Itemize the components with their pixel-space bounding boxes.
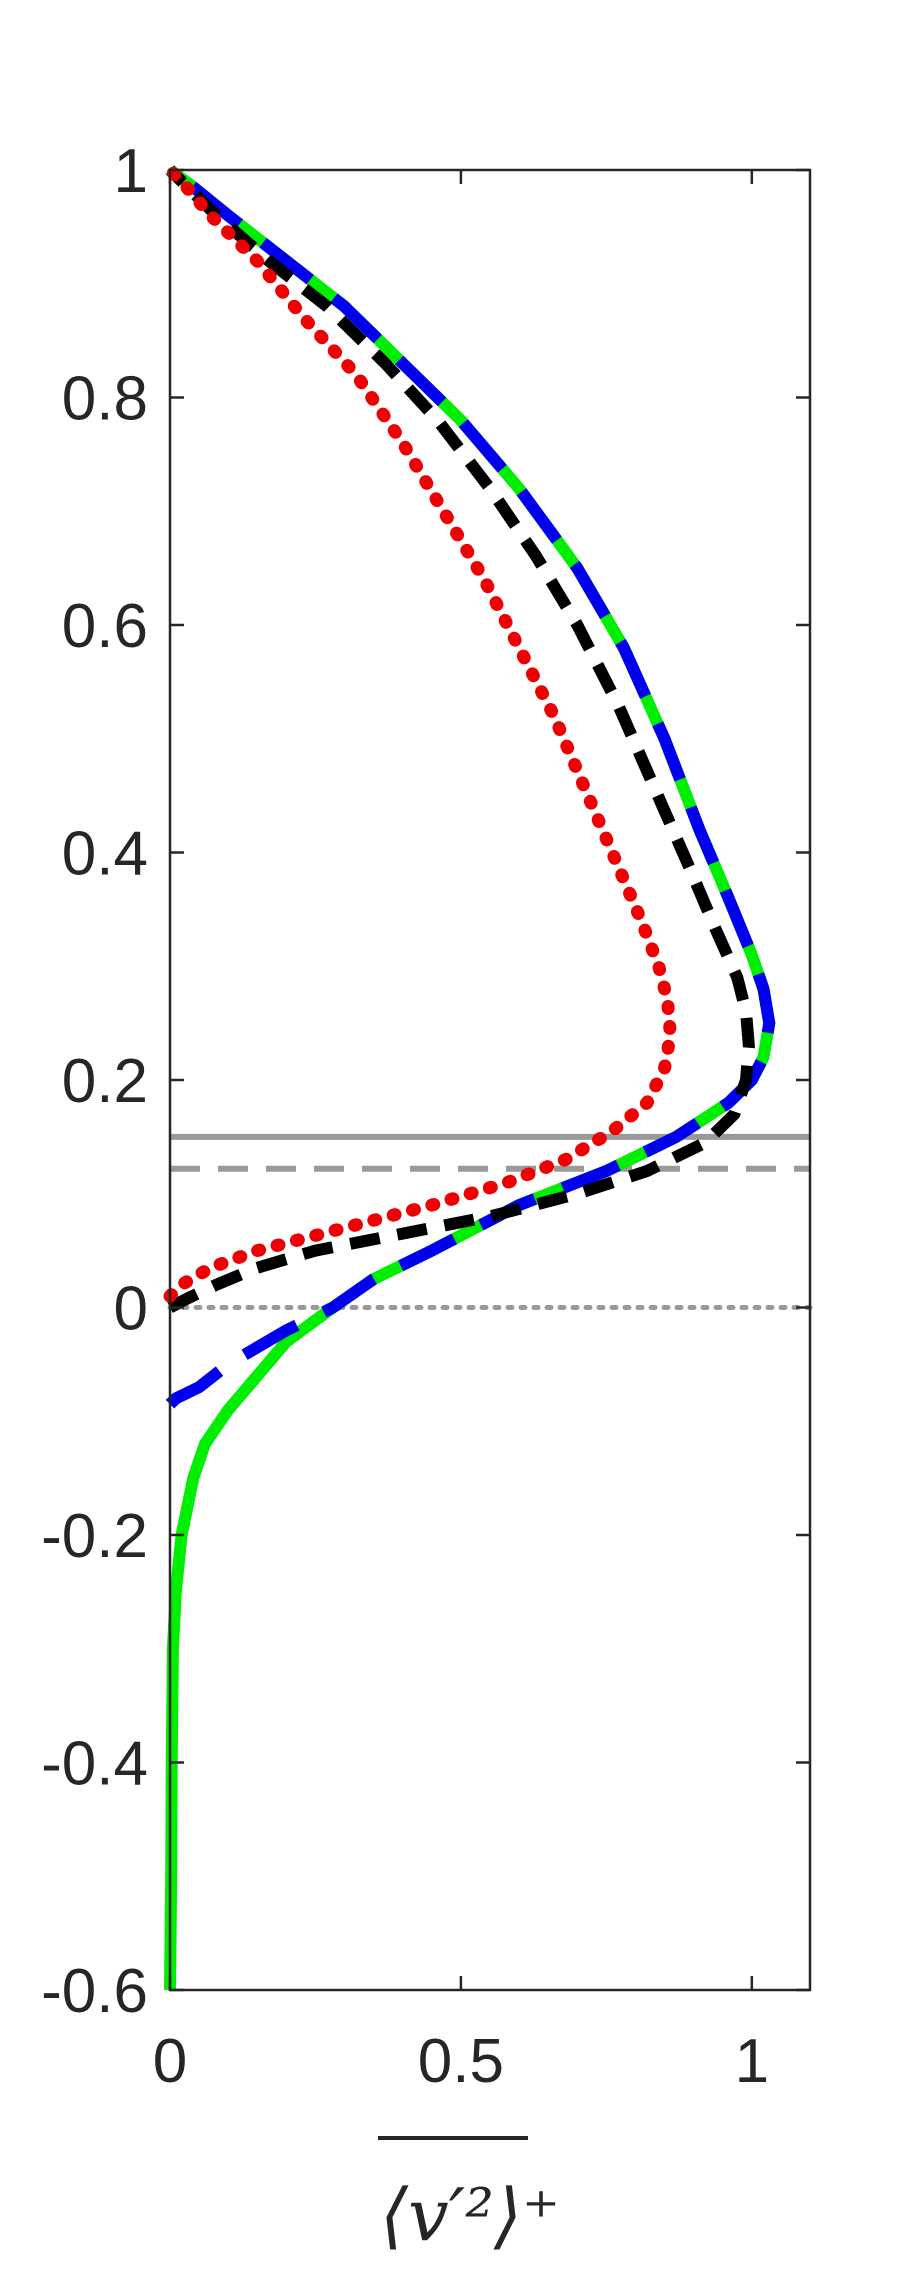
y-tick-label-8: 1: [114, 137, 148, 206]
x-tick-label-1: 0.5: [418, 2027, 504, 2096]
y-tick-label-6: 0.6: [62, 592, 148, 661]
x-tick-label-0: 0: [153, 2027, 187, 2096]
tick-layer: -0.6 -0.4 -0.2 0 0.2 0.4 0.6 0.8 1 0 0.5 1: [41, 137, 810, 2096]
y-tick-label-0: -0.6: [41, 1957, 148, 2026]
series-line-1: [165, 165, 776, 1409]
y-tick-label-5: 0.4: [62, 820, 148, 889]
reference-lines: [167, 1133, 813, 1310]
x-tick-label-2: 1: [735, 2027, 769, 2096]
y-tick-label-7: 0.8: [62, 365, 148, 434]
y-tick-label-4: 0.2: [62, 1047, 148, 1116]
series-line-2: [165, 165, 755, 1313]
y-tick-label-1: -0.4: [41, 1730, 148, 1799]
series-layer: [163, 163, 776, 1991]
y-tick-label-3: 0: [114, 1275, 148, 1344]
plot-area-frame: [168, 168, 812, 1992]
x-axis-label: ⟨v′²⟩⁺: [378, 2136, 560, 2257]
series-line-0: [164, 165, 776, 1991]
y-tick-label-2: -0.2: [41, 1502, 148, 1571]
x-axis-label-text: ⟨v′²⟩⁺: [380, 2173, 560, 2257]
series-line-3: [163, 163, 677, 1303]
